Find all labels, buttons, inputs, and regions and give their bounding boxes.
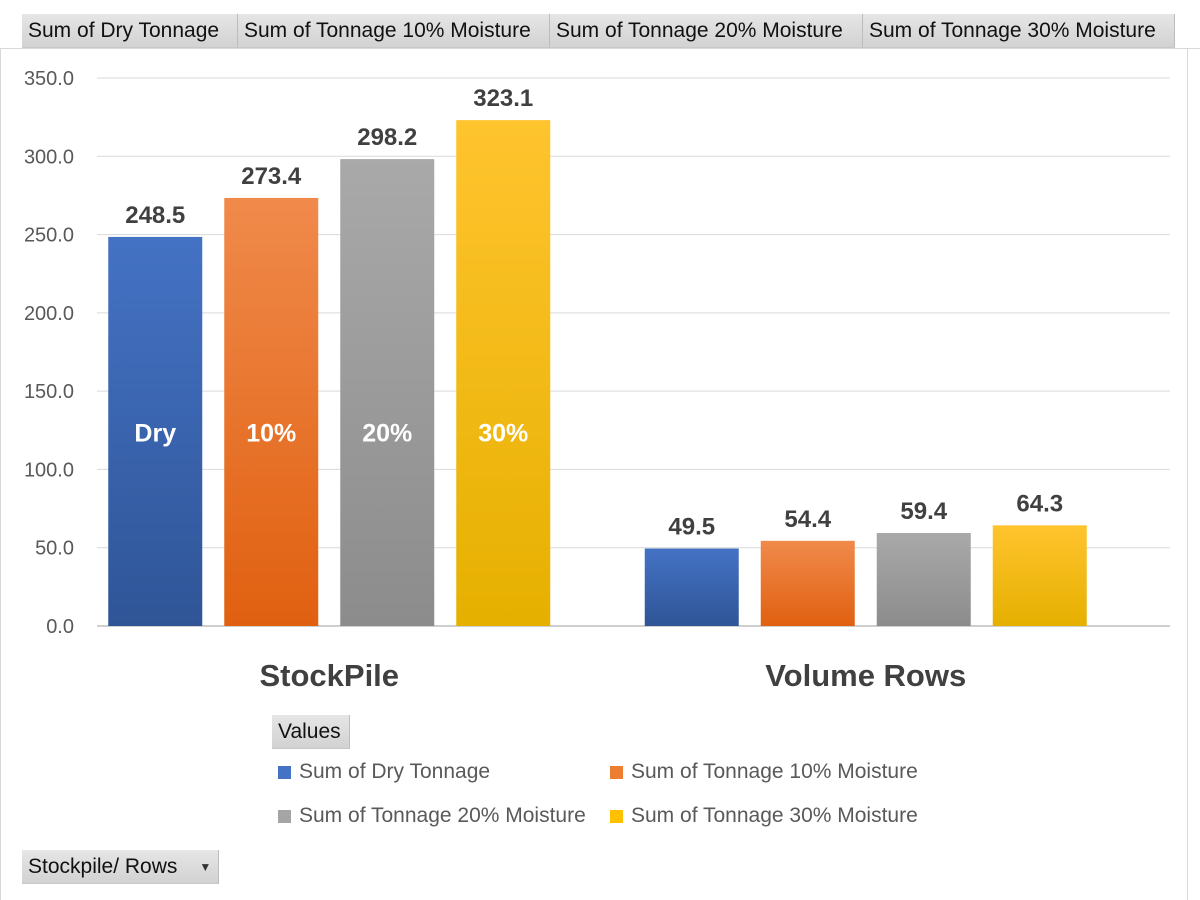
value-field-button-10pct[interactable]: Sum of Tonnage 10% Moisture <box>238 14 550 48</box>
bar-inside-label: 20% <box>362 419 412 447</box>
bar-inside-label: 10% <box>246 419 296 447</box>
legend-label: Sum of Tonnage 20% Moisture <box>299 804 586 827</box>
bars <box>108 120 1087 627</box>
chart-frame-left <box>0 48 1 900</box>
data-label: 248.5 <box>125 202 185 229</box>
bar-volume-rows-series-3[interactable] <box>992 525 1087 626</box>
data-label: 273.4 <box>241 163 302 190</box>
bar-inside-label: 30% <box>478 419 528 447</box>
legend-swatch-orange <box>610 765 623 779</box>
legend-item-30pct: Sum of Tonnage 30% Moisture <box>610 804 918 828</box>
value-field-bar: Sum of Dry Tonnage Sum of Tonnage 10% Mo… <box>0 0 1200 50</box>
data-label: 64.3 <box>1016 490 1063 517</box>
bar-volume-rows-series-1[interactable] <box>760 540 855 626</box>
y-tick-label: 100.0 <box>24 459 74 481</box>
y-tick-label: 150.0 <box>24 381 74 403</box>
bar-stockpile-series-0[interactable] <box>108 236 203 627</box>
legend-label: Sum of Tonnage 30% Moisture <box>631 804 918 827</box>
bar-stockpile-series-1[interactable] <box>224 197 319 626</box>
category-label: StockPile <box>259 658 399 693</box>
data-label: 323.1 <box>473 85 533 112</box>
y-tick-label: 350.0 <box>24 68 74 90</box>
labels: 0.0 50.0 100.0 150.0 200.0 250.0 300.0 350.0 248… <box>24 68 1063 693</box>
bar-inside-label: Dry <box>134 419 176 447</box>
bar-chart: 0.0 50.0 100.0 150.0 200.0 250.0 300.0 350.0 248… <box>24 68 1170 693</box>
legend-item-20pct: Sum of Tonnage 20% Moisture <box>278 804 586 828</box>
legend-item-dry: Sum of Dry Tonnage <box>278 760 490 784</box>
data-label: 49.5 <box>668 513 715 540</box>
legend-swatch-blue <box>278 765 291 779</box>
y-tick-label: 50.0 <box>35 538 74 560</box>
bar-stockpile-series-2[interactable] <box>340 159 435 626</box>
legend-title-values-button[interactable]: Values <box>272 715 350 749</box>
legend-item-10pct: Sum of Tonnage 10% Moisture <box>610 760 918 784</box>
data-label: 54.4 <box>784 506 831 533</box>
bar-volume-rows-series-2[interactable] <box>876 532 971 626</box>
y-tick-label: 0.0 <box>46 616 74 638</box>
legend-swatch-yellow <box>610 809 623 823</box>
data-label: 298.2 <box>357 124 417 151</box>
chevron-down-icon[interactable]: ▼ <box>199 859 212 874</box>
y-tick-label: 250.0 <box>24 225 74 247</box>
row-field-label: Stockpile/ Rows <box>28 854 178 878</box>
category-label: Volume Rows <box>765 658 966 693</box>
value-field-button-dry[interactable]: Sum of Dry Tonnage <box>22 14 238 48</box>
row-field-dropdown[interactable]: Stockpile/ Rows ▼ <box>22 850 219 884</box>
legend-label: Sum of Tonnage 10% Moisture <box>631 760 918 783</box>
value-field-button-20pct[interactable]: Sum of Tonnage 20% Moisture <box>550 14 863 48</box>
y-tick-label: 300.0 <box>24 146 74 168</box>
legend-swatch-gray <box>278 809 291 823</box>
legend-label: Sum of Dry Tonnage <box>299 760 491 783</box>
y-tick-label: 200.0 <box>24 303 74 325</box>
data-label: 59.4 <box>900 498 947 525</box>
bar-volume-rows-series-0[interactable] <box>644 548 739 626</box>
chart-frame-right <box>1187 48 1188 900</box>
bar-stockpile-series-3[interactable] <box>456 120 551 627</box>
value-field-button-30pct[interactable]: Sum of Tonnage 30% Moisture <box>863 14 1175 48</box>
chart-frame-top <box>0 48 1200 49</box>
